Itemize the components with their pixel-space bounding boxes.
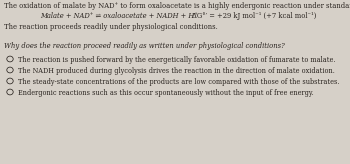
Text: The steady-state concentrations of the products are low compared with those of t: The steady-state concentrations of the p…: [18, 78, 340, 86]
Text: Endergonic reactions such as this occur spontaneously without the input of free : Endergonic reactions such as this occur …: [18, 89, 314, 97]
Text: ΔG°′ = +29 kJ mol⁻¹ (+7 kcal mol⁻¹): ΔG°′ = +29 kJ mol⁻¹ (+7 kcal mol⁻¹): [192, 12, 316, 20]
Text: Why does the reaction proceed readily as written under physiological conditions?: Why does the reaction proceed readily as…: [4, 42, 285, 50]
Text: Malate + NAD⁺ ⇌ oxaloacetate + NADH + H⁺: Malate + NAD⁺ ⇌ oxaloacetate + NADH + H⁺: [40, 12, 198, 20]
Text: The NADH produced during glycolysis drives the reaction in the direction of mala: The NADH produced during glycolysis driv…: [18, 67, 335, 75]
Text: The oxidation of malate by NAD⁺ to form oxaloacetate is a highly endergonic reac: The oxidation of malate by NAD⁺ to form …: [4, 2, 350, 10]
Text: The reaction proceeds readily under physiological conditions.: The reaction proceeds readily under phys…: [4, 23, 218, 31]
Text: The reaction is pushed forward by the energetically favorable oxidation of fumar: The reaction is pushed forward by the en…: [18, 56, 336, 64]
